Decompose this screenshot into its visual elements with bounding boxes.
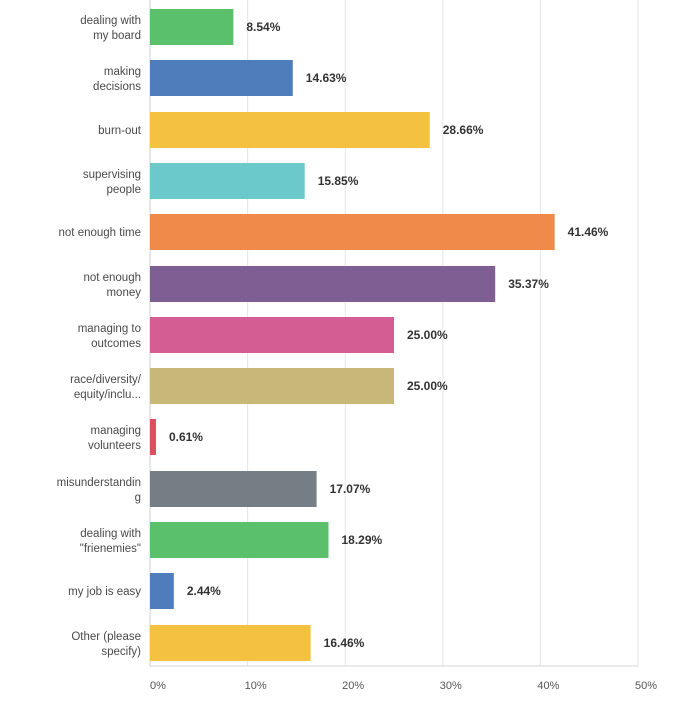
category-label: dealing with [80,15,141,27]
value-label: 41.46% [568,225,609,239]
category-label: managing to [78,323,141,335]
category-label: supervising [83,169,141,181]
value-label: 25.00% [407,379,448,393]
x-tick-label: 50% [635,680,657,692]
category-label: Other (please [71,631,141,643]
bar [150,317,394,353]
category-label: equity/inclu... [74,389,141,401]
category-label: burn-out [98,125,142,137]
category-label: people [106,184,141,196]
value-label: 28.66% [443,123,484,137]
x-tick-label: 20% [342,680,364,692]
value-label: 25.00% [407,328,448,342]
bar [150,9,234,45]
category-label: misunderstandin [57,477,141,489]
value-labels: 8.54% 14.63% 28.66% 15.85% 41.46% 35.37% 25.00… [169,20,609,650]
value-label: 14.63% [306,71,347,85]
bar [150,471,317,507]
category-label: my board [93,30,141,42]
bar [150,573,174,609]
category-label: volunteers [88,440,141,452]
bar [150,214,555,250]
category-label: my job is easy [68,586,141,598]
bar [150,163,305,199]
bar [150,522,329,558]
x-tick-label: 10% [245,680,267,692]
category-label: outcomes [91,338,141,350]
bar [150,368,394,404]
x-tick-label: 0% [150,680,166,692]
category-label: not enough time [59,227,141,239]
value-label: 8.54% [246,20,280,34]
value-label: 17.07% [330,482,371,496]
value-label: 0.61% [169,430,203,444]
x-tick-label: 30% [440,680,462,692]
bar [150,266,496,302]
bar [150,625,311,661]
value-label: 16.46% [324,636,365,650]
category-label: specify) [101,646,141,658]
category-label: g [135,492,141,504]
category-labels: dealing with my board making decisions burn-… [57,15,142,658]
category-label: decisions [93,81,141,93]
category-label: dealing with [80,528,141,540]
value-label: 18.29% [342,533,383,547]
value-label: 2.44% [187,584,221,598]
bar [150,419,156,455]
category-label: money [106,287,141,299]
category-label: not enough [83,272,141,284]
value-label: 15.85% [318,174,359,188]
x-tick-label: 40% [537,680,559,692]
category-label: making [104,66,141,78]
bar [150,112,430,148]
x-axis-ticks: 0% 10% 20% 30% 40% 50% [150,680,657,692]
bars [150,9,555,661]
value-label: 35.37% [508,277,549,291]
category-label: "frienemies" [80,543,141,555]
category-label: race/diversity/ [70,374,142,386]
category-label: managing [90,425,141,437]
bar [150,60,293,96]
